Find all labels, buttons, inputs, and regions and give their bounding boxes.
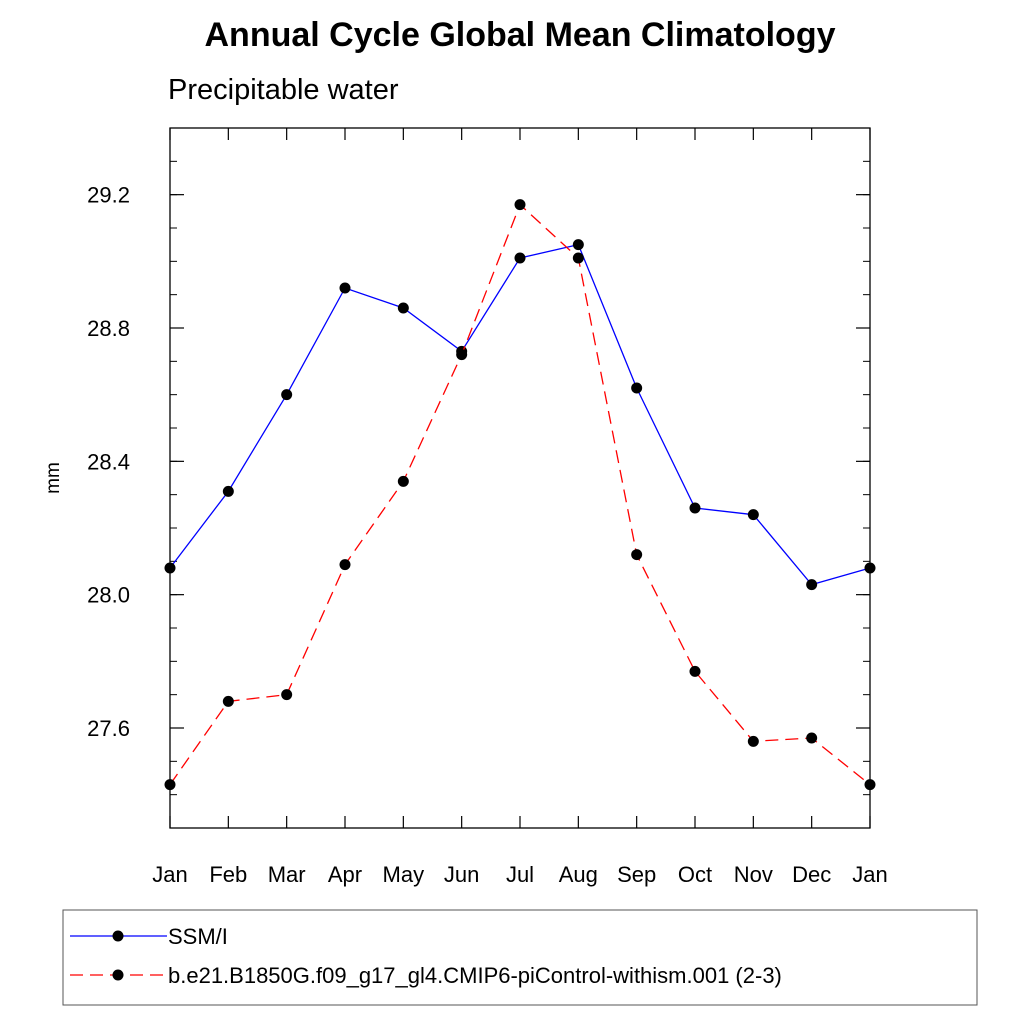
x-tick-label: Jan (152, 862, 187, 887)
series-2-point (631, 549, 643, 561)
x-tick-label: Jan (852, 862, 887, 887)
x-tick-label: Dec (792, 862, 831, 887)
x-tick-label: Sep (617, 862, 656, 887)
x-tick-label: May (383, 862, 425, 887)
series-1-point (222, 485, 234, 497)
series-2-point (222, 695, 234, 707)
series-1-point (747, 509, 759, 521)
legend-entries: SSM/I b.e21.B1850G.f09_g17_gl4.CMIP6-piCo… (70, 924, 782, 988)
x-tick-label: Oct (678, 862, 712, 887)
series-2-point (281, 689, 293, 701)
y-tick-label: 27.6 (87, 716, 130, 741)
series-1-point (397, 302, 409, 314)
axis-ticks (169, 127, 871, 829)
x-tick-label: Feb (209, 862, 247, 887)
plot-frame (169, 127, 871, 829)
chart-title: Annual Cycle Global Mean Climatology (205, 16, 836, 54)
series-2-point (456, 349, 468, 361)
legend-marker-1 (112, 930, 124, 942)
x-tick-label: Apr (328, 862, 362, 887)
x-tick-label: Jul (506, 862, 534, 887)
y-tick-labels: 27.6 28.0 28.4 28.8 29.2 (87, 183, 130, 741)
x-tick-label: Nov (734, 862, 773, 887)
y-tick-label: 29.2 (87, 183, 130, 208)
y-tick-label: 28.0 (87, 583, 130, 608)
x-tick-label: Jun (444, 862, 479, 887)
series-1-point (572, 239, 584, 251)
chart-subtitle: Precipitable water (168, 74, 399, 106)
series-1-point (514, 252, 526, 264)
series-2-point (397, 475, 409, 487)
series-1-point (689, 502, 701, 514)
legend: SSM/I b.e21.B1850G.f09_g17_gl4.CMIP6-piCo… (62, 909, 978, 1006)
series-2-point (339, 559, 351, 571)
series-1-point (631, 382, 643, 394)
legend-label-2: b.e21.B1850G.f09_g17_gl4.CMIP6-piControl… (168, 963, 782, 988)
series-1-point (281, 389, 293, 401)
series-line-1 (169, 243, 871, 586)
y-tick-label: 28.4 (87, 449, 130, 474)
series-2-point (747, 735, 759, 747)
y-tick-label: 28.8 (87, 316, 130, 341)
series-2-point (689, 665, 701, 677)
x-tick-label: Aug (559, 862, 598, 887)
series-line-2 (169, 203, 871, 786)
legend-marker-2 (112, 969, 124, 981)
series-2-point (806, 732, 818, 744)
x-tick-labels: Jan Feb Mar Apr May Jun Jul Aug Sep Oct Nov Dec Jan (152, 862, 887, 887)
data-series (164, 199, 876, 791)
x-tick-label: Mar (268, 862, 306, 887)
y-axis-label: mm (43, 462, 64, 494)
legend-label-1: SSM/I (168, 924, 228, 949)
series-1-point (339, 282, 351, 294)
series-2-point (572, 252, 584, 264)
series-2-point (514, 199, 526, 211)
series-1-point (806, 579, 818, 591)
legend-box (62, 909, 978, 1006)
